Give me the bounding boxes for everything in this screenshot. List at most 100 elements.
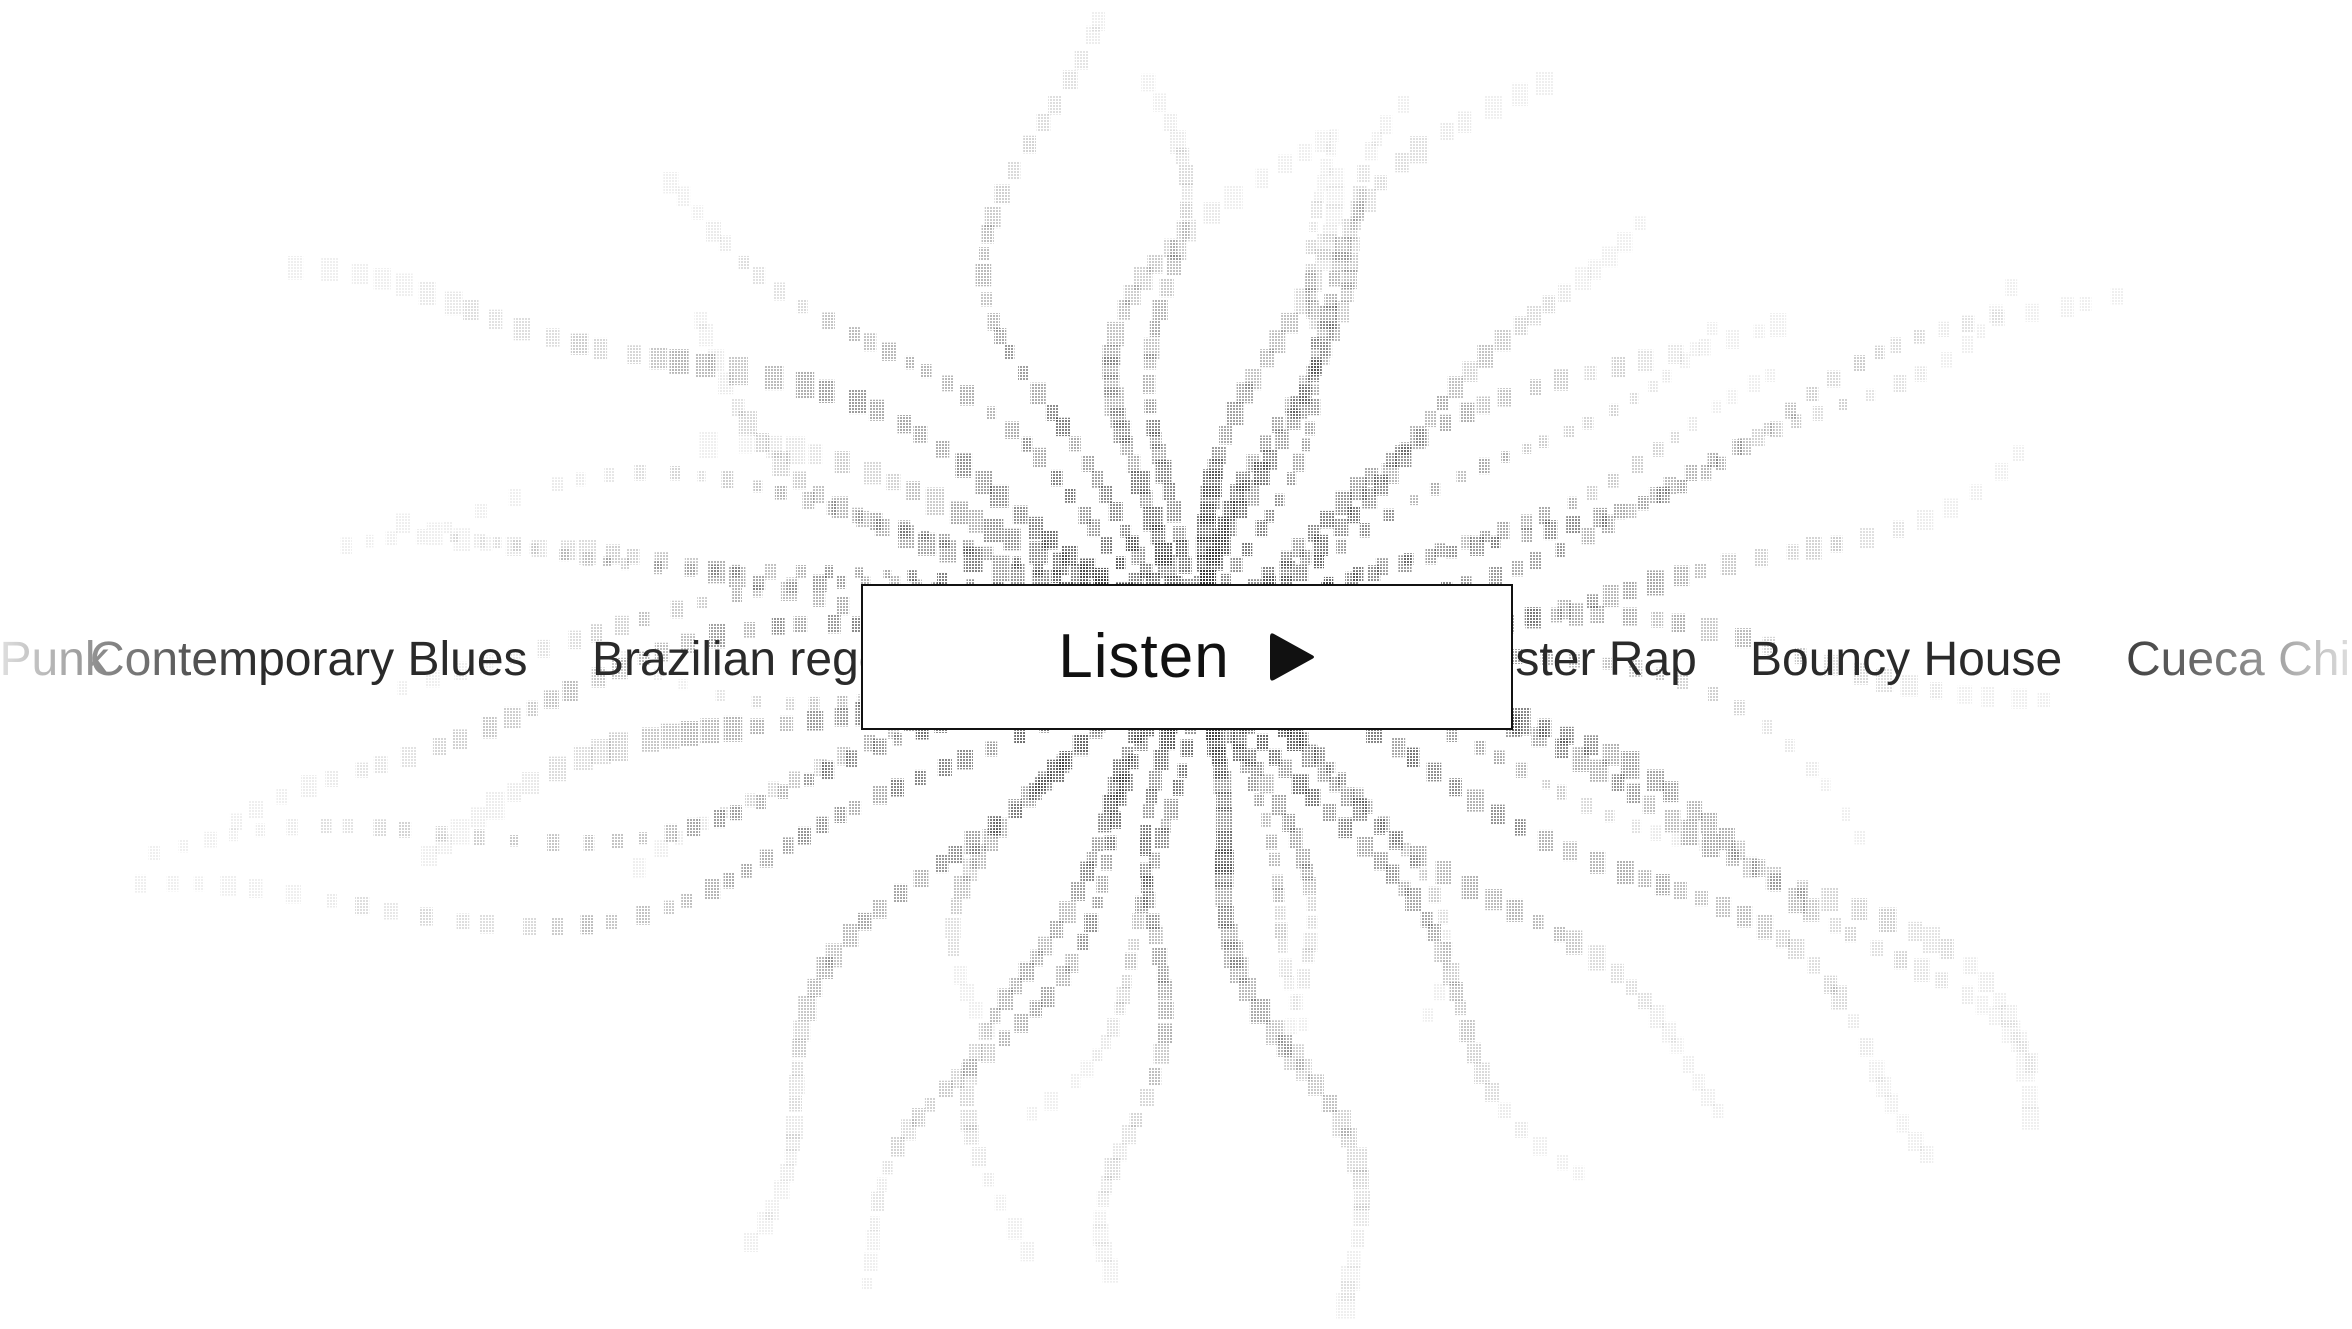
particle (706, 220, 721, 242)
particle (1350, 477, 1367, 500)
particle (1514, 819, 1526, 836)
particle (1152, 299, 1168, 320)
particle (1637, 349, 1654, 373)
particle (857, 912, 872, 931)
particle (935, 440, 950, 458)
particle (1981, 686, 1995, 707)
particle (1086, 851, 1098, 868)
particle (1307, 399, 1321, 416)
particle (1669, 430, 1680, 444)
particle (863, 1252, 878, 1271)
particle (807, 978, 823, 997)
particle (1096, 875, 1109, 893)
particle (1602, 584, 1619, 608)
particle (1611, 774, 1625, 792)
particle (982, 546, 994, 561)
particle (1128, 938, 1139, 951)
particle (1154, 542, 1173, 566)
particle (1563, 425, 1574, 438)
genre-item[interactable]: Contemporary Blues (90, 633, 528, 686)
particle (1400, 842, 1411, 857)
particle (1291, 538, 1306, 558)
particle (955, 453, 973, 478)
particle (869, 1216, 880, 1231)
particle (444, 291, 463, 316)
particle (649, 347, 668, 370)
particle (511, 540, 521, 552)
particle (980, 1043, 995, 1063)
particle (2025, 303, 2039, 322)
particle (1791, 414, 1802, 429)
genre-item[interactable]: Bouncy House (1750, 633, 2063, 686)
particle (751, 695, 762, 709)
particle (1650, 825, 1662, 841)
particle (1072, 735, 1090, 757)
particle (508, 488, 521, 507)
particle (994, 184, 1010, 205)
particle (1425, 548, 1438, 565)
particle (1506, 898, 1523, 922)
particle (1147, 255, 1163, 274)
particle (1602, 657, 1612, 670)
particle (1607, 472, 1619, 488)
particle (1558, 283, 1571, 303)
particle (959, 385, 975, 406)
particle (1671, 613, 1685, 633)
particle (1424, 410, 1437, 428)
particle (795, 371, 815, 399)
particle (2013, 445, 2025, 461)
particle (1456, 470, 1467, 483)
particle (1342, 270, 1357, 290)
particle (1178, 164, 1194, 186)
particle (997, 988, 1014, 1011)
particle (1132, 913, 1145, 930)
particle (1061, 545, 1078, 566)
particle (814, 758, 827, 777)
particle (508, 649, 521, 665)
particle (802, 491, 815, 509)
particle (1229, 957, 1249, 984)
particle (1396, 95, 1410, 113)
particle (1994, 462, 2009, 481)
particle (255, 823, 265, 838)
particle (1664, 809, 1681, 833)
particle (1543, 520, 1558, 541)
particle (1146, 913, 1160, 930)
particle (1071, 882, 1086, 901)
particle (1498, 1102, 1511, 1120)
particle (1347, 1251, 1361, 1269)
particle (886, 473, 901, 491)
particle (1535, 71, 1553, 95)
particle (792, 1039, 806, 1058)
particle (1652, 442, 1664, 457)
particle (834, 708, 849, 727)
particle (1440, 122, 1454, 141)
particle (636, 905, 650, 925)
particle (1142, 374, 1156, 394)
particle (1826, 370, 1841, 388)
particle (654, 668, 664, 681)
particle (470, 807, 487, 828)
particle (710, 564, 720, 577)
listen-button[interactable]: Listen (861, 584, 1513, 730)
particle (1056, 965, 1072, 987)
particle (1942, 498, 1959, 518)
particle (738, 411, 757, 436)
particle (913, 425, 928, 443)
particle (1311, 384, 1320, 395)
particle (1851, 898, 1868, 921)
particle (1524, 607, 1540, 626)
particle (509, 835, 519, 847)
particle (1700, 465, 1712, 481)
particle (715, 689, 725, 702)
particle (752, 584, 763, 598)
particle (947, 938, 960, 957)
particle (1852, 663, 1869, 685)
genre-item[interactable]: Cueca Chilena (2126, 633, 2352, 686)
particle (1700, 617, 1718, 642)
particle (1821, 887, 1838, 912)
particle (1219, 425, 1233, 445)
particle (1162, 483, 1176, 501)
particle (1305, 421, 1315, 436)
particle (1045, 404, 1059, 421)
